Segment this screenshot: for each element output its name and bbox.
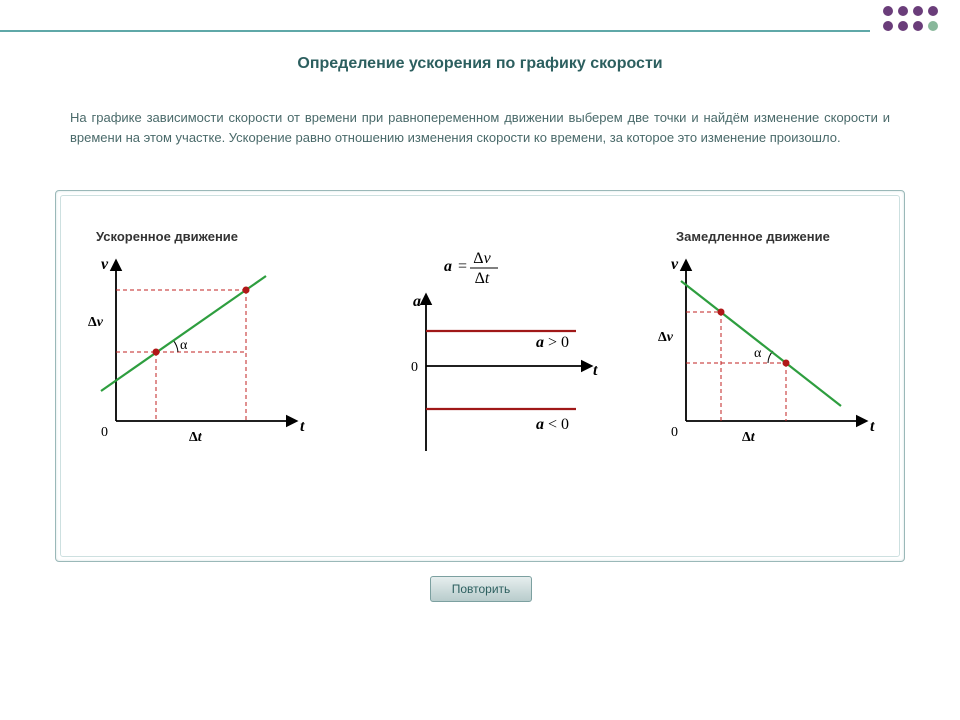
delta-t-label: Δt (742, 430, 756, 445)
page-title: Определение ускорения по графику скорост… (0, 55, 960, 73)
left-chart: v t 0 Δv Δt α (86, 251, 326, 461)
x-axis-label: t (870, 418, 875, 435)
dot (928, 21, 938, 31)
dot (913, 21, 923, 31)
delta-t-label: Δt (189, 430, 203, 445)
a-neg-label: a < 0 (536, 416, 569, 433)
right-chart-title: Замедленное движение (676, 229, 830, 244)
origin-label: 0 (101, 425, 108, 440)
repeat-button[interactable]: Повторить (430, 576, 532, 602)
angle-label: α (754, 346, 762, 361)
a-pos-label: a > 0 (536, 334, 569, 351)
mid-y-axis: a (413, 293, 421, 310)
delta-v-label: Δv (658, 330, 674, 345)
description-text: На графике зависимости скорости от време… (70, 108, 890, 147)
dot (898, 21, 908, 31)
y-axis-label: v (101, 256, 109, 273)
dot (883, 6, 893, 16)
mid-origin: 0 (411, 360, 418, 375)
dot (883, 21, 893, 31)
dot (913, 6, 923, 16)
dot (928, 6, 938, 16)
formula-a: a (444, 258, 452, 275)
charts-panel: Ускоренное движение v t 0 Δv Δt α (55, 190, 905, 562)
right-chart: v t 0 Δv Δt α (656, 251, 896, 461)
angle-label: α (180, 338, 188, 353)
dot (898, 6, 908, 16)
formula-denominator: Δt (475, 270, 490, 287)
x-axis-label: t (300, 418, 305, 435)
y-axis-label: v (671, 256, 679, 273)
left-chart-title: Ускоренное движение (96, 229, 238, 244)
origin-label: 0 (671, 425, 678, 440)
decor-dots (883, 6, 940, 33)
formula-numerator: Δv (473, 251, 491, 267)
delta-v-label: Δv (88, 315, 104, 330)
mid-x-axis: t (593, 362, 598, 379)
formula-eq: = (458, 258, 467, 275)
mid-formula: a = Δv Δt a t 0 a > 0 a < 0 (386, 251, 606, 471)
top-rule (0, 30, 870, 32)
